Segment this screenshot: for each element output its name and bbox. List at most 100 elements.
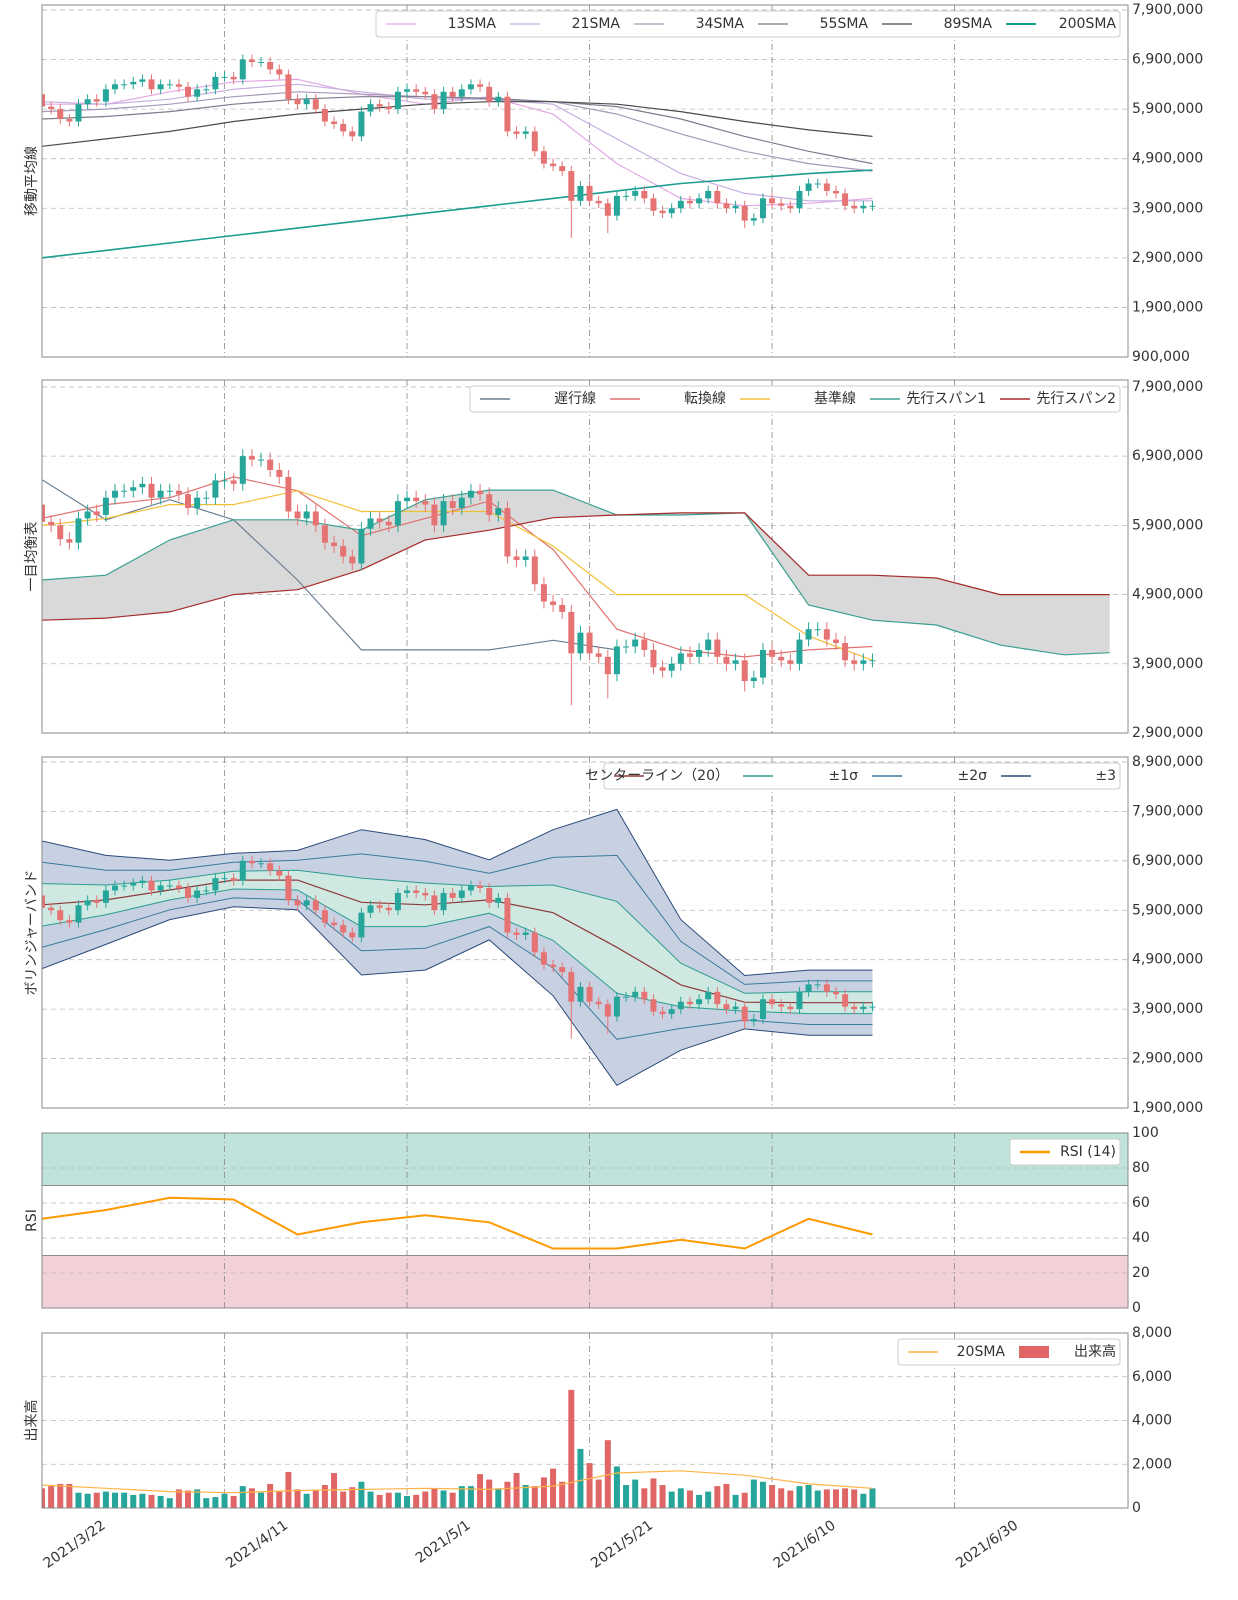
candle-body [586, 185, 593, 201]
candle-body [230, 480, 237, 484]
sma-line [42, 83, 873, 202]
volume-bar [805, 1485, 812, 1508]
legend-label: 先行スパン1 [906, 391, 986, 407]
legend-label: センターライン（20） [585, 768, 729, 784]
candle-body [75, 518, 82, 543]
candle-body [413, 89, 420, 92]
candle-body [668, 1009, 675, 1015]
candle-body [331, 542, 338, 547]
candle-body [641, 991, 648, 1000]
candle-body [860, 1006, 867, 1010]
candle-body [431, 504, 438, 526]
x-tick-label: 2021/4/11 [223, 1517, 291, 1571]
candle-body [604, 1004, 611, 1017]
candle-body [139, 483, 146, 488]
candle-body [814, 629, 821, 631]
candle-body [84, 99, 91, 105]
candle-body [842, 994, 849, 1007]
candle-body [641, 190, 648, 199]
ichimoku-line [42, 489, 1110, 656]
y-axis-label: 移動平均線 [24, 146, 40, 216]
candle-body [303, 99, 310, 105]
y-tick-label: 0 [1132, 1300, 1141, 1316]
candle-body [577, 185, 584, 201]
volume-bar [650, 1478, 657, 1508]
volume-bar [385, 1492, 392, 1508]
candle-body [814, 984, 821, 986]
candle-body [312, 900, 319, 911]
plot-border [41, 1332, 1129, 1509]
candle-body [112, 885, 119, 891]
candle-body [48, 106, 55, 110]
volume-bar [440, 1490, 447, 1508]
volume-bar [750, 1479, 757, 1508]
candle-body [385, 106, 392, 110]
candle-body [385, 521, 392, 526]
y-tick-label: 900,000 [1132, 349, 1190, 365]
candle-body [66, 119, 73, 122]
candle-body [276, 469, 283, 477]
legend-label: 21SMA [572, 16, 621, 32]
candle-body [696, 198, 703, 204]
candle-body [732, 205, 739, 209]
candle-body [194, 497, 201, 509]
sma-line [42, 78, 873, 207]
volume-bar [586, 1463, 593, 1508]
candle-body [832, 639, 839, 644]
plot-border [41, 379, 1129, 734]
candle-body [604, 203, 611, 216]
candle-body [595, 653, 602, 657]
candle-body [568, 611, 575, 654]
plot-border [41, 1132, 1129, 1309]
candle-body [66, 539, 73, 543]
candle-body [221, 76, 228, 78]
legend-label: 転換線 [684, 391, 726, 407]
volume-bar [595, 1479, 602, 1508]
volume-bar [66, 1483, 73, 1508]
candle-body [312, 99, 319, 110]
candle-body [787, 660, 794, 664]
candle-body [203, 890, 210, 892]
y-tick-label: 1,900,000 [1132, 1100, 1203, 1116]
candle-body [130, 883, 137, 886]
candle-body [358, 528, 365, 564]
plot [42, 1196, 873, 1250]
candle-body [787, 205, 794, 209]
candle-body [595, 200, 602, 204]
candle-body [650, 198, 657, 211]
candle-body [303, 900, 310, 906]
candle-body [404, 890, 411, 893]
candle-body [759, 999, 766, 1020]
candle-body [823, 183, 830, 191]
candle-body [258, 863, 265, 865]
candle-body [367, 905, 374, 913]
volume-bar [57, 1483, 64, 1508]
candle-body [769, 999, 776, 1005]
candle-body [851, 1006, 858, 1010]
candle-body [404, 497, 411, 502]
candle-body [42, 504, 45, 522]
volume-bar [75, 1492, 82, 1508]
candle-body [440, 91, 447, 110]
plot [42, 1389, 876, 1508]
volume-bar [659, 1485, 666, 1508]
candle-body [175, 885, 182, 889]
candle-body [495, 96, 502, 102]
y-tick-label: 7,900,000 [1132, 379, 1203, 395]
candle-body [185, 494, 192, 509]
candle-body [458, 89, 465, 97]
legend-box [603, 762, 1121, 790]
candle-body [394, 91, 401, 110]
candle-body [139, 79, 146, 82]
candle-body [504, 96, 511, 132]
y-tick-label: 4,900,000 [1132, 952, 1203, 968]
candle-body [385, 907, 392, 911]
legend-label: 基準線 [814, 390, 856, 407]
volume-bar [842, 1488, 849, 1508]
candle-body [832, 991, 839, 995]
y-tick-label: 80 [1132, 1160, 1150, 1176]
volume-bar [203, 1498, 210, 1508]
candle-body [723, 656, 730, 664]
candle-body [449, 91, 456, 97]
